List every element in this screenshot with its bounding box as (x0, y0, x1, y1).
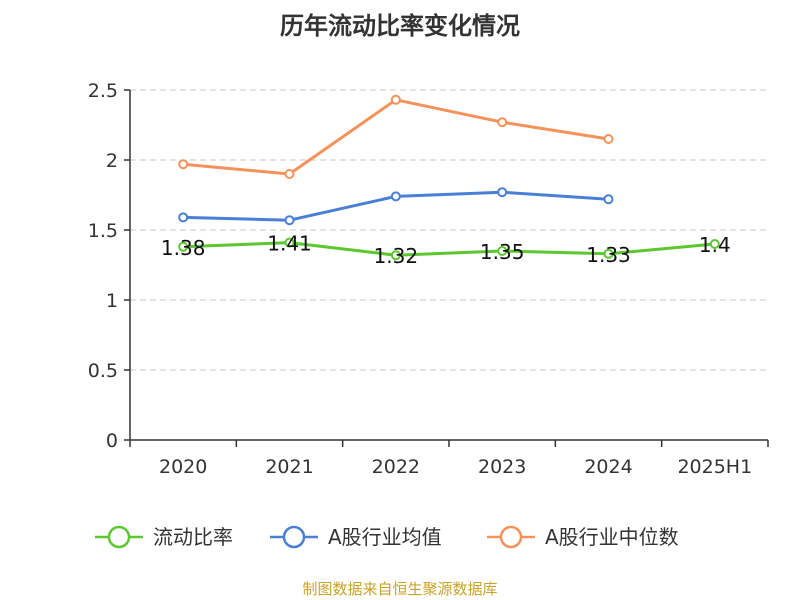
data-point (709, 239, 720, 249)
data-label: 1.32 (374, 244, 419, 268)
data-point (603, 194, 614, 205)
data-point (603, 248, 614, 259)
data-point (497, 187, 508, 198)
data-point (178, 159, 189, 170)
y-tick-label: 1.5 (88, 220, 118, 242)
x-tick-label: 2022 (372, 456, 420, 478)
data-point (178, 212, 189, 223)
y-tick-label: 1 (106, 290, 118, 312)
series-line (183, 241, 715, 257)
data-label: 1.33 (586, 243, 631, 267)
series-line (183, 98, 609, 176)
x-tick-label: 2024 (584, 456, 632, 478)
data-point (178, 241, 189, 252)
y-tick-label: 2 (106, 150, 118, 172)
legend-swatch-marker (107, 525, 131, 549)
data-point (284, 169, 295, 179)
data-point (497, 246, 508, 256)
grid-lines (130, 89, 768, 371)
x-tick-label: 2025H1 (677, 456, 752, 478)
data-point (390, 191, 401, 202)
x-tick-label: 2020 (159, 456, 207, 478)
legend-swatch-marker (282, 525, 306, 549)
legend-label: 流动比率 (153, 525, 233, 549)
axes (129, 90, 768, 441)
y-tick-label: 0 (106, 430, 118, 452)
legend-label: A股行业中位数 (545, 525, 679, 549)
y-tick-label: 2.5 (88, 80, 118, 102)
data-label: 1.4 (699, 233, 731, 257)
legend: 流动比率 A股行业均值 A股行业中位数 (95, 525, 679, 549)
x-tick-label: 2021 (265, 456, 313, 478)
data-point (284, 237, 295, 248)
data-label: 1.35 (480, 240, 525, 264)
y-axis-ticks: 0 0.5 1 1.5 2 2.5 (88, 80, 130, 452)
legend-label: A股行业均值 (328, 525, 442, 549)
data-point (284, 215, 295, 226)
data-point (603, 134, 614, 144)
data-point (497, 117, 508, 128)
data-point (390, 94, 401, 105)
x-axis-ticks: 2020 2021 2022 2023 2024 2025H1 (129, 440, 769, 478)
data-point (390, 250, 401, 261)
series-group (178, 94, 720, 261)
legend-swatch-marker (499, 525, 523, 549)
y-tick-label: 0.5 (88, 360, 118, 382)
x-tick-label: 2023 (478, 456, 526, 478)
chart-title: 历年流动比率变化情况 (280, 12, 520, 40)
data-label: 1.38 (161, 236, 206, 260)
data-labels: 1.38 1.41 1.32 1.35 1.33 1.4 (161, 232, 731, 269)
source-footer: 制图数据来自恒生聚源数据库 (302, 580, 498, 598)
data-label: 1.41 (267, 232, 312, 256)
